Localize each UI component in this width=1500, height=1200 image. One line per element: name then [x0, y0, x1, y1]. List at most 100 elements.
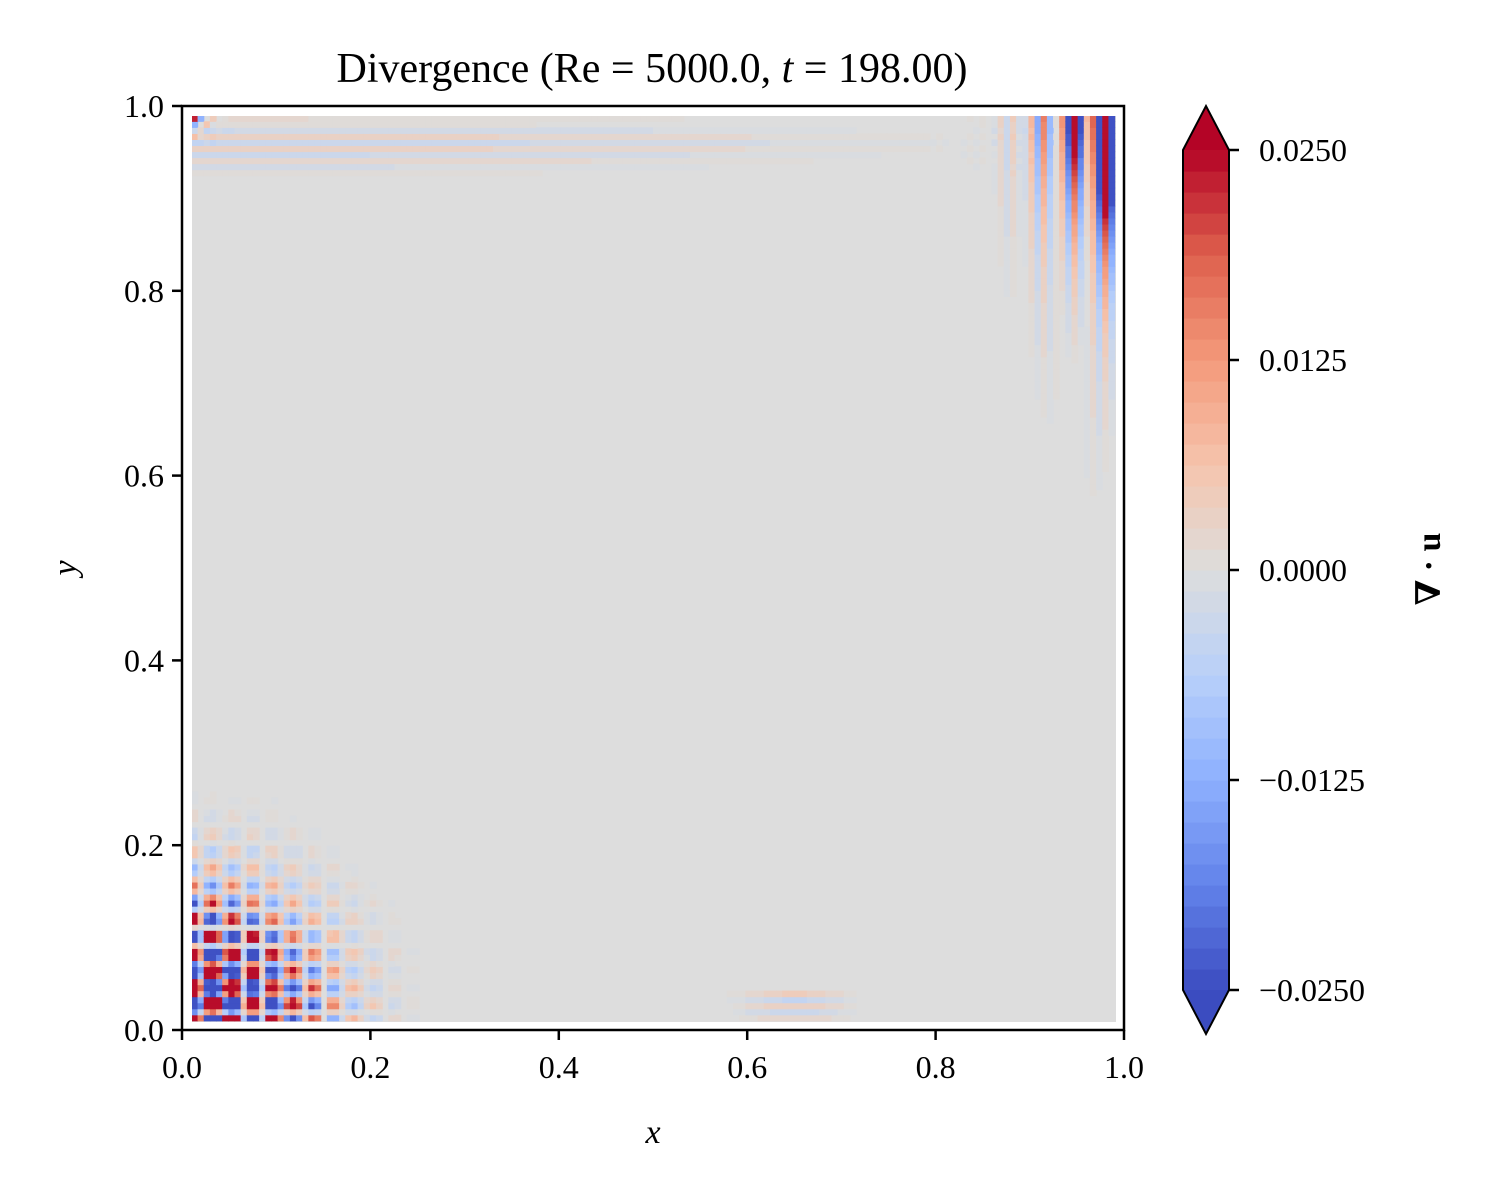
field-cell	[1028, 350, 1036, 358]
field-cell	[468, 169, 476, 177]
field-cell	[536, 127, 543, 134]
field-cell	[271, 116, 279, 122]
field-cell	[1053, 332, 1060, 340]
field-cell	[240, 942, 248, 949]
field-cell	[1096, 242, 1103, 249]
field-cell	[1096, 266, 1103, 273]
field-cell	[351, 875, 359, 883]
field-cell	[259, 139, 266, 147]
field-cell	[597, 157, 605, 165]
field-cell	[332, 978, 340, 986]
field-cell	[1083, 127, 1091, 134]
field-cell	[246, 116, 254, 122]
field-cell	[782, 127, 789, 134]
field-cell	[1102, 163, 1110, 171]
field-cell	[720, 133, 728, 140]
field-cell	[289, 851, 297, 859]
field-cell	[1016, 217, 1023, 225]
field-cell	[1040, 380, 1048, 388]
field-cell	[1096, 314, 1103, 322]
field-cell	[1065, 121, 1073, 128]
field-cell	[1077, 163, 1085, 171]
field-cell	[216, 978, 223, 986]
field-cell	[296, 978, 303, 986]
field-cell	[868, 133, 876, 140]
field-cell	[1065, 248, 1073, 255]
field-cell	[283, 157, 291, 165]
field-cell	[1083, 254, 1091, 261]
field-cell	[1083, 151, 1091, 159]
field-cell	[726, 996, 734, 1004]
field-cell	[259, 912, 266, 919]
field-cell	[296, 881, 303, 889]
field-cell	[1040, 290, 1048, 297]
field-cell	[425, 163, 433, 171]
field-cell	[653, 163, 660, 171]
field-cell	[1096, 133, 1103, 140]
field-cell	[431, 163, 439, 171]
field-cell	[326, 169, 334, 177]
field-cell	[197, 833, 205, 841]
field-cell	[1089, 278, 1097, 285]
divergence-field	[192, 116, 1116, 1022]
field-cell	[222, 936, 229, 943]
field-cell	[523, 163, 531, 171]
field-cell	[289, 942, 297, 949]
field-cell	[376, 127, 383, 134]
field-cell	[192, 121, 199, 128]
field-cell	[726, 139, 734, 147]
field-cell	[1059, 223, 1066, 231]
field-cell	[640, 163, 648, 171]
field-cell	[388, 163, 396, 171]
field-cell	[192, 990, 199, 998]
field-cell	[1089, 398, 1097, 406]
field-cell	[406, 996, 414, 1004]
field-cell	[209, 1002, 217, 1010]
field-cell	[1108, 266, 1116, 273]
field-cell	[1077, 145, 1085, 153]
field-cell	[314, 1002, 322, 1010]
field-cell	[326, 948, 334, 955]
field-cell	[376, 990, 383, 998]
field-cell	[1053, 248, 1060, 255]
field-cell	[228, 127, 236, 134]
field-cell	[794, 133, 802, 140]
field-cell	[197, 912, 205, 919]
field-cell	[216, 851, 223, 859]
field-cell	[277, 163, 285, 171]
field-cell	[332, 1002, 340, 1010]
field-cell	[400, 133, 408, 140]
field-cell	[591, 116, 599, 122]
field-cell	[296, 1002, 303, 1010]
field-cell	[1059, 254, 1066, 261]
field-cell	[542, 116, 549, 122]
field-cell	[702, 145, 709, 153]
field-cell	[696, 139, 703, 147]
field-cell	[1046, 326, 1054, 334]
field-cell	[1102, 133, 1110, 140]
field-cell	[1089, 266, 1097, 273]
field-cell	[1096, 338, 1103, 346]
field-cell	[308, 996, 316, 1004]
field-cell	[788, 157, 796, 165]
field-cell	[259, 169, 266, 177]
field-cell	[246, 984, 254, 992]
field-cell	[689, 157, 697, 165]
field-cell	[314, 163, 322, 171]
field-cell	[1022, 187, 1030, 195]
field-cell	[369, 996, 377, 1004]
field-cell	[382, 133, 389, 140]
field-cell	[271, 900, 279, 907]
field-cell	[1046, 248, 1054, 255]
field-cell	[302, 1008, 309, 1016]
field-cell	[203, 121, 211, 128]
field-cell	[1096, 465, 1103, 473]
field-cell	[326, 954, 334, 961]
field-cell	[271, 948, 279, 955]
field-cell	[819, 133, 826, 140]
field-cell	[406, 116, 414, 122]
field-cell	[1016, 157, 1023, 165]
field-cell	[837, 133, 845, 140]
field-cell	[228, 797, 236, 805]
field-cell	[351, 157, 359, 165]
